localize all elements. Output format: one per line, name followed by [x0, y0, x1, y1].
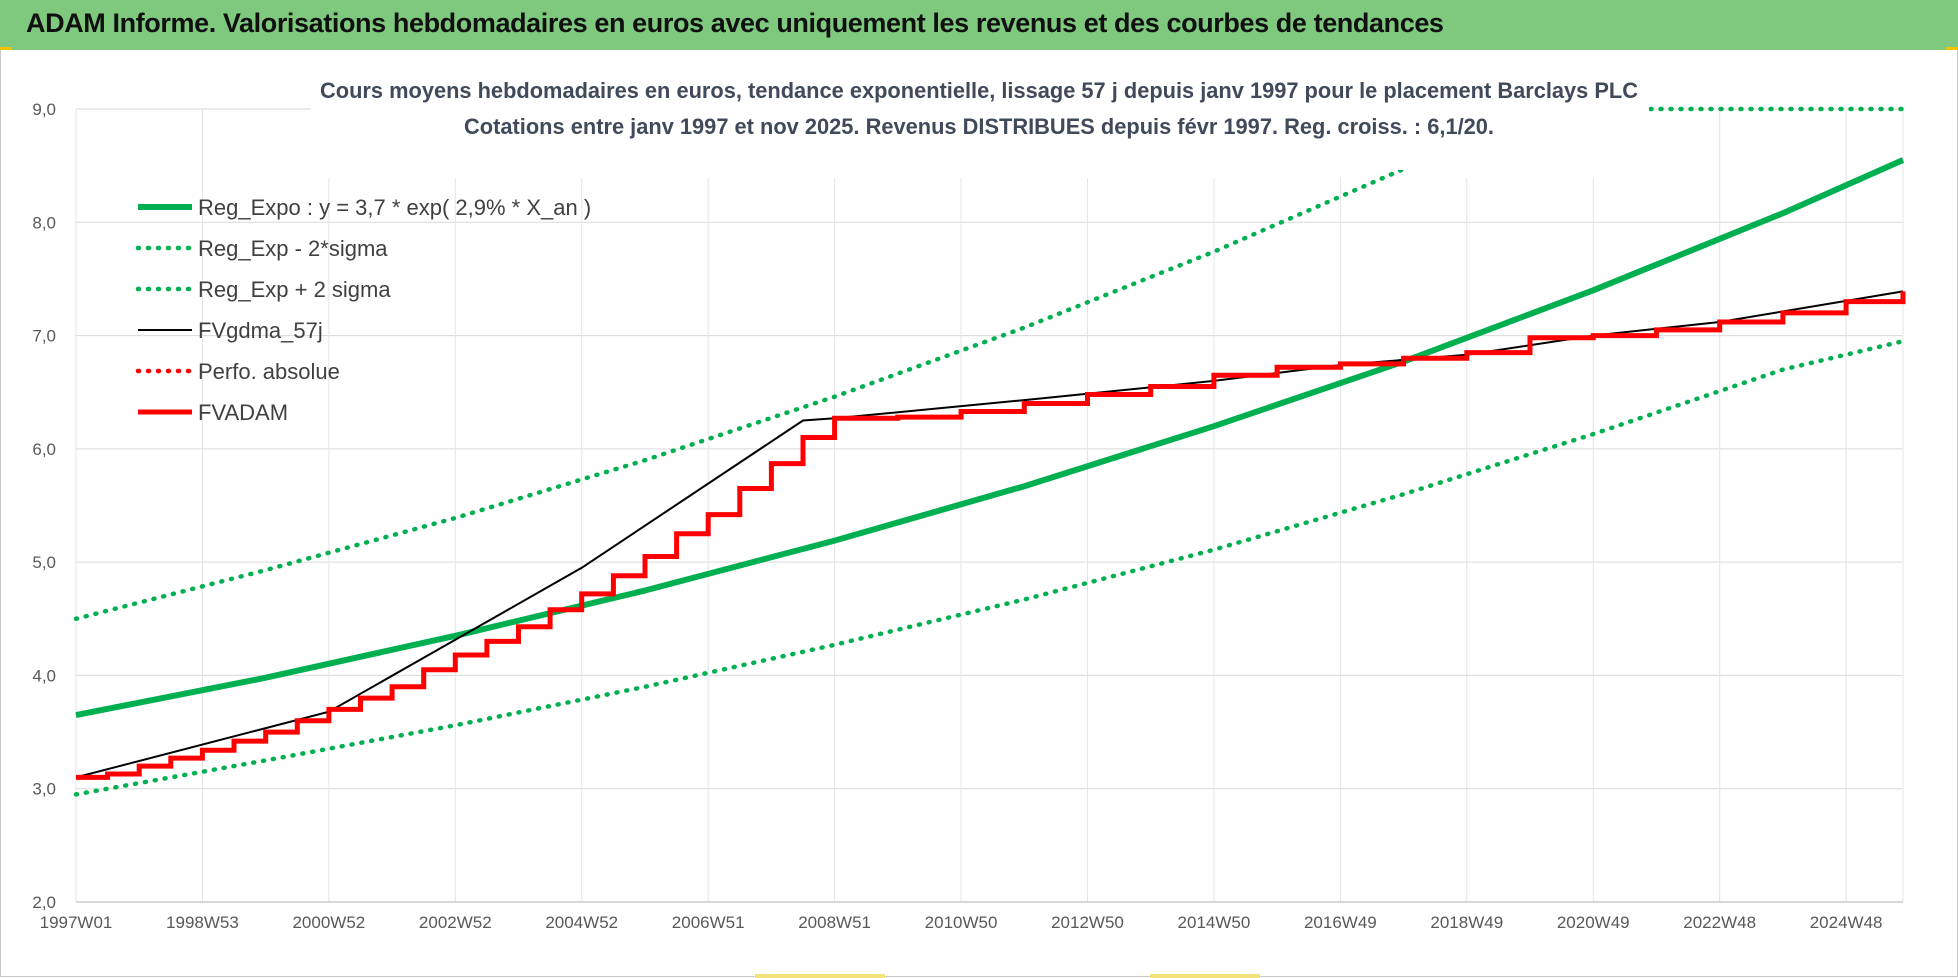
y-tick-label: 4,0 — [32, 666, 56, 685]
x-tick-label: 2000W52 — [292, 913, 365, 932]
legend-label: Reg_Expo : y = 3,7 * exp( 2,9% * X_an ) — [198, 195, 591, 220]
legend-label: Reg_Exp + 2 sigma — [198, 277, 391, 302]
x-tick-label: 2020W49 — [1557, 913, 1630, 932]
grid-lines — [75, 108, 1904, 903]
series-fvadam — [76, 291, 1906, 780]
x-tick-label: 2016W49 — [1304, 913, 1377, 932]
series-reg-exp-minus-2sigma — [73, 338, 1906, 797]
chart-title: Cours moyens hebdomadaires en euros, ten… — [320, 78, 1638, 103]
x-tick-label: 2014W50 — [1178, 913, 1251, 932]
x-tick-label: 1997W01 — [40, 913, 113, 932]
y-tick-label: 6,0 — [32, 440, 56, 459]
y-tick-label: 7,0 — [32, 327, 56, 346]
bottom-mark-1 — [755, 974, 885, 978]
x-tick-label: 2022W48 — [1683, 913, 1756, 932]
y-tick-label: 9,0 — [32, 100, 56, 119]
series-fvgdma-57j — [75, 290, 1904, 779]
x-tick-label: 2018W49 — [1430, 913, 1503, 932]
x-tick-label: 2006W51 — [672, 913, 745, 932]
legend: Reg_Expo : y = 3,7 * exp( 2,9% * X_an ) R… — [135, 195, 591, 425]
legend-label: FVADAM — [198, 400, 288, 425]
x-tick-label: 2024W48 — [1810, 913, 1883, 932]
line-chart: 2,0 3,0 4,0 5,0 6,0 7,0 8,0 9,0 1997W01 1998W53 20… — [32, 74, 1906, 932]
banner-title: ADAM Informe. Valorisations hebdomadaire… — [26, 8, 1444, 38]
y-tick-label: 8,0 — [32, 213, 56, 232]
legend-label: Reg_Exp - 2*sigma — [198, 236, 388, 261]
series-reg-expo — [75, 157, 1905, 719]
x-tick-label: 2004W52 — [545, 913, 618, 932]
chart-area: 2,0 3,0 4,0 5,0 6,0 7,0 8,0 9,0 1997W01 1998W53 20… — [0, 50, 1958, 977]
y-tick-label: 3,0 — [32, 780, 56, 799]
x-tick-label: 2002W52 — [419, 913, 492, 932]
legend-label: Perfo. absolue — [198, 359, 340, 384]
title-banner: ADAM Informe. Valorisations hebdomadaire… — [0, 0, 1958, 51]
chart-subtitle: Cotations entre janv 1997 et nov 2025. R… — [464, 114, 1494, 139]
x-tick-label: 2012W50 — [1051, 913, 1124, 932]
series-reg-exp-plus-2sigma — [73, 106, 1906, 622]
title-mask — [313, 76, 1649, 170]
x-tick-label: 2008W51 — [798, 913, 871, 932]
x-tick-label: 2010W50 — [925, 913, 998, 932]
y-tick-label: 2,0 — [32, 893, 56, 912]
bottom-mark-2 — [1150, 974, 1260, 978]
x-tick-label: 1998W53 — [166, 913, 239, 932]
legend-label: FVgdma_57j — [198, 318, 323, 343]
y-tick-label: 5,0 — [32, 553, 56, 572]
